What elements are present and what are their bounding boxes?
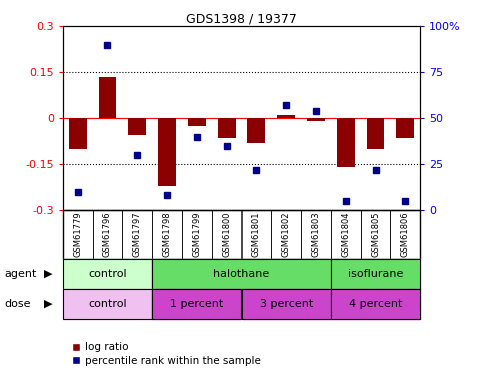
Bar — [63, 210, 93, 259]
Bar — [367, 118, 384, 149]
Title: GDS1398 / 19377: GDS1398 / 19377 — [186, 12, 297, 25]
Bar — [158, 118, 176, 186]
Bar — [277, 115, 295, 118]
Legend: log ratio, percentile rank within the sample: log ratio, percentile rank within the sa… — [68, 338, 265, 370]
Bar — [152, 259, 331, 289]
Text: GSM61803: GSM61803 — [312, 211, 320, 257]
Bar — [212, 210, 242, 259]
Text: control: control — [88, 299, 127, 309]
Bar — [242, 289, 331, 319]
Bar — [218, 118, 236, 138]
Bar — [331, 259, 420, 289]
Text: GSM61802: GSM61802 — [282, 211, 291, 257]
Bar — [331, 210, 361, 259]
Bar — [242, 210, 271, 259]
Bar — [152, 259, 331, 289]
Bar — [188, 118, 206, 126]
Bar — [63, 289, 152, 319]
Text: GSM61798: GSM61798 — [163, 211, 171, 257]
Bar — [390, 210, 420, 259]
Text: isoflurane: isoflurane — [348, 269, 403, 279]
Text: agent: agent — [5, 269, 37, 279]
Bar — [152, 210, 182, 259]
Text: GSM61804: GSM61804 — [341, 211, 350, 257]
Bar — [247, 118, 265, 142]
Bar — [182, 210, 212, 259]
Bar — [122, 210, 152, 259]
Bar — [63, 259, 152, 289]
Text: halothane: halothane — [213, 269, 270, 279]
Bar — [69, 118, 86, 149]
Text: 1 percent: 1 percent — [170, 299, 224, 309]
Text: ▶: ▶ — [43, 269, 52, 279]
Bar — [63, 289, 152, 319]
Bar — [307, 118, 325, 121]
Bar — [152, 289, 242, 319]
Bar — [337, 118, 355, 167]
Text: 3 percent: 3 percent — [259, 299, 313, 309]
Text: ▶: ▶ — [43, 299, 52, 309]
Bar — [271, 210, 301, 259]
Text: GSM61806: GSM61806 — [401, 211, 410, 257]
Bar — [361, 210, 390, 259]
Text: GSM61805: GSM61805 — [371, 211, 380, 257]
Text: dose: dose — [5, 299, 31, 309]
Bar — [63, 259, 152, 289]
Bar — [331, 289, 420, 319]
Text: control: control — [88, 269, 127, 279]
Bar — [99, 77, 116, 118]
Bar — [331, 289, 420, 319]
Bar — [128, 118, 146, 135]
Bar — [397, 118, 414, 138]
Text: GSM61797: GSM61797 — [133, 211, 142, 257]
Text: 4 percent: 4 percent — [349, 299, 402, 309]
Text: GSM61779: GSM61779 — [73, 211, 82, 257]
Text: GSM61799: GSM61799 — [192, 211, 201, 257]
Bar — [301, 210, 331, 259]
Bar — [242, 289, 331, 319]
Text: GSM61801: GSM61801 — [252, 211, 261, 257]
Text: GSM61796: GSM61796 — [103, 211, 112, 257]
Bar — [152, 289, 242, 319]
Bar — [93, 210, 122, 259]
Bar — [331, 259, 420, 289]
Text: GSM61800: GSM61800 — [222, 211, 231, 257]
